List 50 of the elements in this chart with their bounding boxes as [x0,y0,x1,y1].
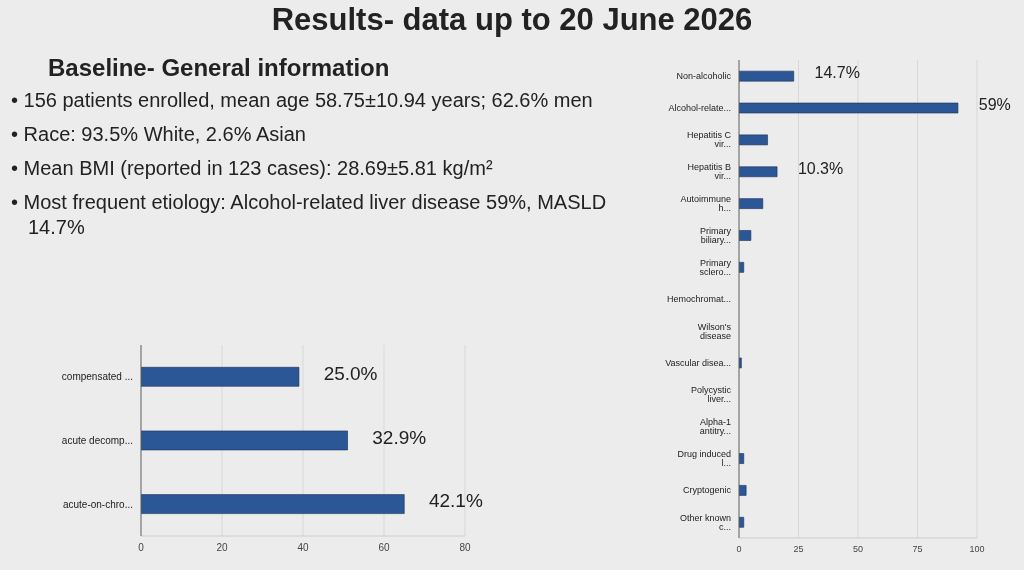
annotation: 14.7% [814,64,860,82]
y-tick-label: Other known c... [679,512,731,532]
y-tick-label: acute-on-chro... [62,498,133,510]
bar [739,230,752,241]
y-tick-label: Hepatitis C vir... [686,130,732,150]
x-tick-label: 25 [793,544,804,555]
annotation: 42.1% [428,490,483,512]
x-tick-label: 40 [297,542,309,554]
bar [141,494,405,514]
x-tick-label: 20 [216,542,228,554]
annotation: 32.9% [372,426,427,448]
y-tick-label: Non-alcoholic [676,71,732,82]
y-tick-label: Wilson's disease [697,321,732,341]
text: • Mean BMI (reported in 123 cases): 28.69±5.81 kg/m² [11,156,494,181]
text: • Race: 93.5% White, 2.6% Asian [11,122,307,147]
x-tick-label: 100 [969,544,985,555]
bar [739,102,959,114]
y-tick-label: Drug induced l... [677,449,731,469]
x-tick-label: 0 [138,542,145,554]
text: • 156 patients enrolled, mean age 58.75±10.94 years; 62.6% men [11,88,594,113]
bar [739,198,764,209]
y-tick-label: Autoimmune h... [680,194,731,214]
bar [141,430,348,451]
x-tick-label: 60 [378,542,390,554]
bar [739,166,778,178]
text: • Most frequent etiology: Alcohol-related liver disease 59%, MASLD 14.7% [11,190,608,240]
annotation: 59% [978,96,1011,114]
y-tick-label: Vascular disea... [665,357,731,368]
y-tick-label: acute decomp... [61,435,133,447]
text: Results- data up to 20 June 2026 [270,2,754,38]
annotation: 10.3% [797,159,844,177]
x-tick-label: 0 [736,544,742,555]
bar [739,485,747,496]
y-tick-label: Primary sclero... [699,257,732,277]
y-tick-label: Hepatitis B vir... [687,162,731,182]
y-tick-label: Hemochromat... [666,294,731,305]
y-tick-label: Cryptogenic [682,485,732,496]
y-tick-label: Primary biliary... [700,225,732,245]
bar [141,366,300,387]
text: Baseline- General information [48,54,390,82]
y-tick-label: Polycystic liver... [690,385,732,405]
y-tick-label: Alpha-1 antitry... [699,417,731,437]
x-tick-label: 80 [459,542,471,554]
annotation: 25.0% [323,362,378,384]
y-tick-label: Alcohol-relate... [668,102,731,113]
x-tick-label: 75 [912,544,923,555]
bar [739,70,795,82]
x-tick-label: 50 [852,544,864,555]
bar [739,134,768,146]
y-tick-label: compensated ... [61,371,133,383]
